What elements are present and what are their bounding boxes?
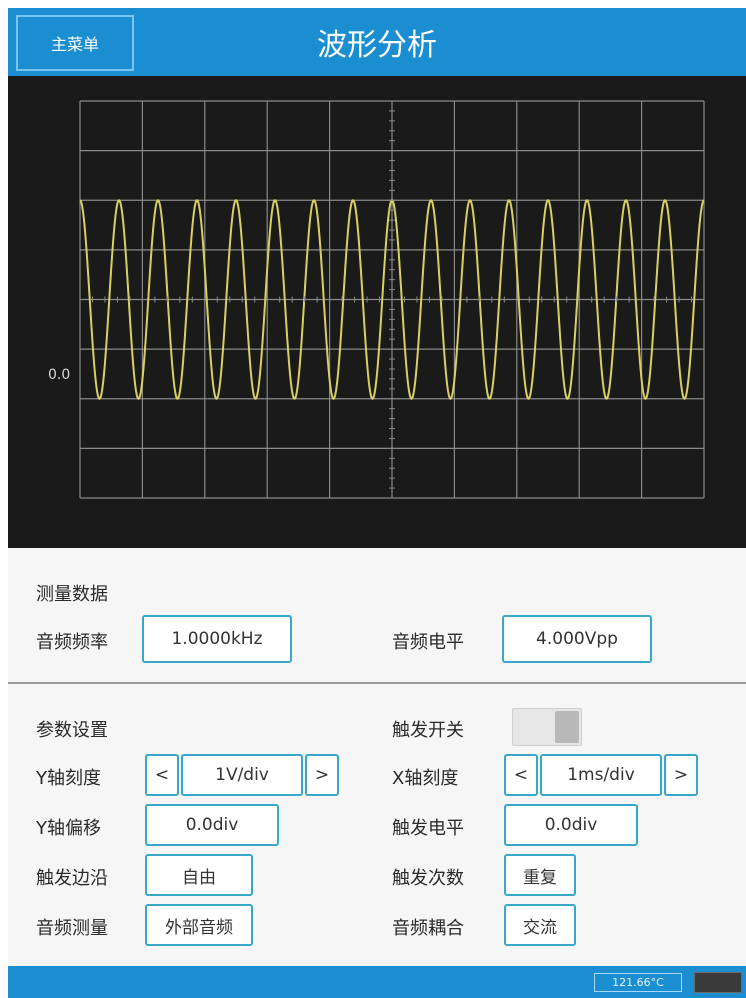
freq-label: 音频频率 — [36, 632, 108, 653]
settings-section: 参数设置 触发开关 Y轴刻度 < 1V/div > X轴刻度 < 1ms/div… — [8, 684, 746, 966]
x-scale-increase-button[interactable]: > — [664, 754, 698, 796]
trigger-level-label: 触发电平 — [392, 818, 464, 839]
y-scale-value-field: 1V/div — [181, 754, 303, 796]
audio-coupling-button[interactable]: 交流 — [504, 904, 576, 946]
level-label: 音频电平 — [392, 632, 464, 653]
settings-section-title: 参数设置 — [36, 720, 108, 741]
measure-section-title: 测量数据 — [36, 584, 108, 605]
trigger-count-button[interactable]: 重复 — [504, 854, 576, 896]
oscilloscope-display: 0.0 — [8, 76, 746, 548]
audio-coupling-label: 音频耦合 — [392, 918, 464, 939]
measurement-section: 测量数据 音频频率 1.0000kHz 音频电平 4.000Vpp — [8, 548, 746, 684]
header-bar: 主菜单 波形分析 — [8, 8, 746, 76]
trigger-edge-label: 触发边沿 — [36, 868, 108, 889]
zero-level-label: 0.0 — [48, 367, 71, 383]
audio-measure-button[interactable]: 外部音频 — [145, 904, 253, 946]
trigger-edge-button[interactable]: 自由 — [145, 854, 253, 896]
freq-value-field: 1.0000kHz — [142, 615, 292, 663]
main-menu-button[interactable]: 主菜单 — [16, 15, 134, 71]
scope-center-ticks — [79, 100, 705, 499]
level-value-field: 4.000Vpp — [502, 615, 652, 663]
trigger-switch-toggle[interactable] — [512, 708, 582, 746]
toggle-knob — [555, 711, 579, 743]
trigger-count-label: 触发次数 — [392, 868, 464, 889]
y-scale-label: Y轴刻度 — [36, 768, 101, 789]
audio-measure-label: 音频测量 — [36, 918, 108, 939]
y-offset-field[interactable]: 0.0div — [145, 804, 279, 846]
trigger-level-field[interactable]: 0.0div — [504, 804, 638, 846]
x-scale-decrease-button[interactable]: < — [504, 754, 538, 796]
x-scale-label: X轴刻度 — [392, 768, 459, 789]
temperature-readout: 121.66°C — [594, 973, 682, 992]
y-offset-label: Y轴偏移 — [36, 818, 101, 839]
status-indicator — [694, 972, 742, 993]
status-bar: 121.66°C — [8, 966, 746, 998]
waveform-plot — [79, 100, 705, 499]
y-scale-increase-button[interactable]: > — [305, 754, 339, 796]
x-scale-value-field: 1ms/div — [540, 754, 662, 796]
trigger-switch-label: 触发开关 — [392, 720, 464, 741]
y-scale-decrease-button[interactable]: < — [145, 754, 179, 796]
